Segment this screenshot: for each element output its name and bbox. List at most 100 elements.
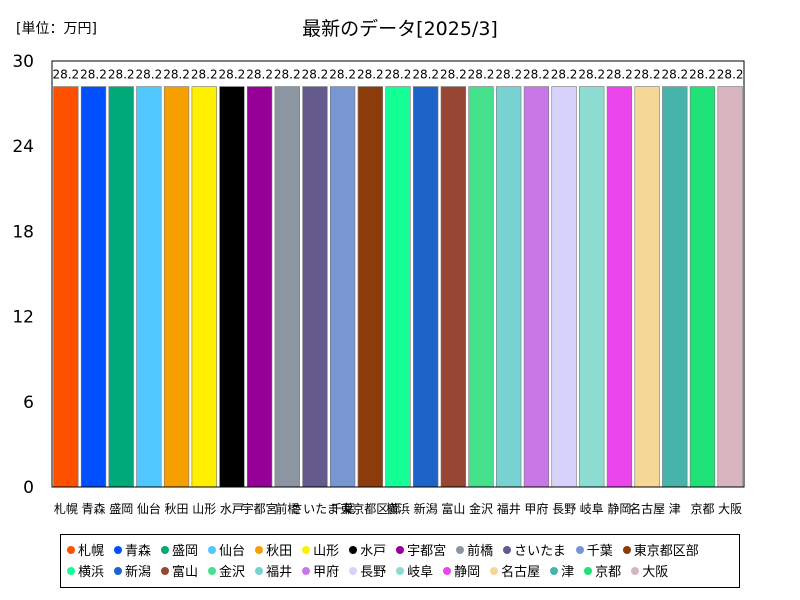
bar [634,86,660,488]
x-tick-label: 札幌 [54,501,78,516]
legend-swatch [456,545,465,554]
legend-label: 金沢 [219,565,246,580]
x-tick-label: 京都 [690,502,714,516]
legend-swatch [302,545,311,554]
legend-item: 山形 [302,539,339,560]
bar [246,86,273,488]
data-label: 28.2 [357,68,384,82]
data-label: 28.2 [329,68,356,82]
legend-swatch [622,545,631,554]
legend-label: 甲府 [313,565,340,580]
legend-label: 千葉 [586,544,613,559]
data-label: 28.2 [689,68,716,82]
legend-item: 長野 [349,560,386,581]
data-label: 28.2 [661,68,688,82]
bar [80,86,107,488]
data-label: 28.2 [163,68,190,82]
legend-label: 横浜 [78,565,105,580]
legend-label: 京都 [595,565,622,580]
legend-item: 水戸 [349,539,386,560]
bar [219,86,245,488]
legend-label: 山形 [313,544,340,559]
legend-swatch [255,566,264,575]
x-tick-label: 仙台 [137,501,161,516]
legend-swatch [349,566,358,575]
legend-label: 水戸 [360,544,387,559]
legend-item: 新潟 [114,560,151,581]
legend-item: 横浜 [67,560,104,581]
legend-item: 名古屋 [490,560,540,581]
y-tick-label: 12 [12,308,34,328]
chart-title: 最新のデータ[2025/3] [302,18,498,40]
legend-label: 新潟 [125,565,152,580]
legend-label: 大阪 [642,565,669,580]
legend-swatch [114,566,123,575]
legend-swatch [396,545,405,554]
legend-label: 名古屋 [501,565,541,580]
chart-legend: 札幌 青森 盛岡 仙台 秋田 山形 水戸 宇都宮 前橋 さいたま 千葉 東京都区部 横浜 新潟 富山 金沢 福井… [60,534,740,588]
legend-item: 青森 [114,539,151,560]
legend-item: 京都 [584,560,621,581]
x-tick-label: 静岡 [607,502,631,516]
legend-item: 盛岡 [161,539,198,560]
legend-item: 前橋 [456,539,493,560]
bar [163,86,190,488]
legend-item: 仙台 [208,539,245,560]
x-tick-label: さいたま [291,502,339,516]
x-tick-label: 福井 [497,501,521,516]
bar [329,86,356,488]
bar [662,86,688,488]
bar [357,86,383,488]
legend-item: 金沢 [208,560,245,581]
data-label: 28.2 [302,68,329,82]
legend-label: 宇都宮 [407,544,447,559]
bar [413,86,439,488]
y-tick-label: 24 [12,137,34,157]
x-tick-label: 大阪 [718,502,742,516]
legend-label: 東京都区部 [633,544,699,559]
legend-item: 千葉 [575,539,613,560]
data-label: 28.2 [495,68,522,82]
data-label: 28.2 [440,68,467,82]
data-label: 28.2 [385,68,412,82]
y-tick-label: 0 [23,478,34,498]
legend-swatch [161,566,170,575]
legend-label: 前橋 [467,544,494,559]
legend-label: 秋田 [266,544,293,559]
legend-swatch [161,545,170,554]
legend-swatch [255,545,264,554]
x-tick-label: 甲府 [524,501,548,516]
x-tick-label: 千葉 [331,502,355,516]
legend-label: 長野 [360,565,387,580]
legend-label: 仙台 [219,544,246,559]
legend-swatch [550,566,559,575]
data-label: 28.2 [274,68,301,82]
bar [496,86,522,488]
bar [53,86,79,488]
data-label: 28.2 [219,68,246,82]
data-label: 28.2 [578,68,605,82]
bar [108,86,134,488]
legend-item: 静岡 [443,560,480,581]
bar [579,86,605,488]
legend-swatch [208,566,217,575]
legend-item: 岐阜 [396,560,433,581]
x-tick-label: 前橋 [275,501,299,516]
bar [606,86,633,488]
legend-swatch [302,566,311,575]
data-label: 28.2 [606,68,633,82]
bar [717,86,743,488]
y-tick-label: 18 [12,222,34,242]
x-tick-label: 宇都宮 [242,501,278,516]
data-label: 28.2 [412,68,439,82]
legend-label: 津 [561,565,575,580]
x-tick-label: 富山 [441,501,465,516]
x-tick-label: 盛岡 [109,501,133,516]
legend-swatch [67,545,75,554]
data-label: 28.2 [523,68,550,82]
bar [523,86,550,488]
data-label: 28.2 [468,68,495,82]
x-tick-label: 青森 [82,501,106,516]
bar [274,86,300,488]
